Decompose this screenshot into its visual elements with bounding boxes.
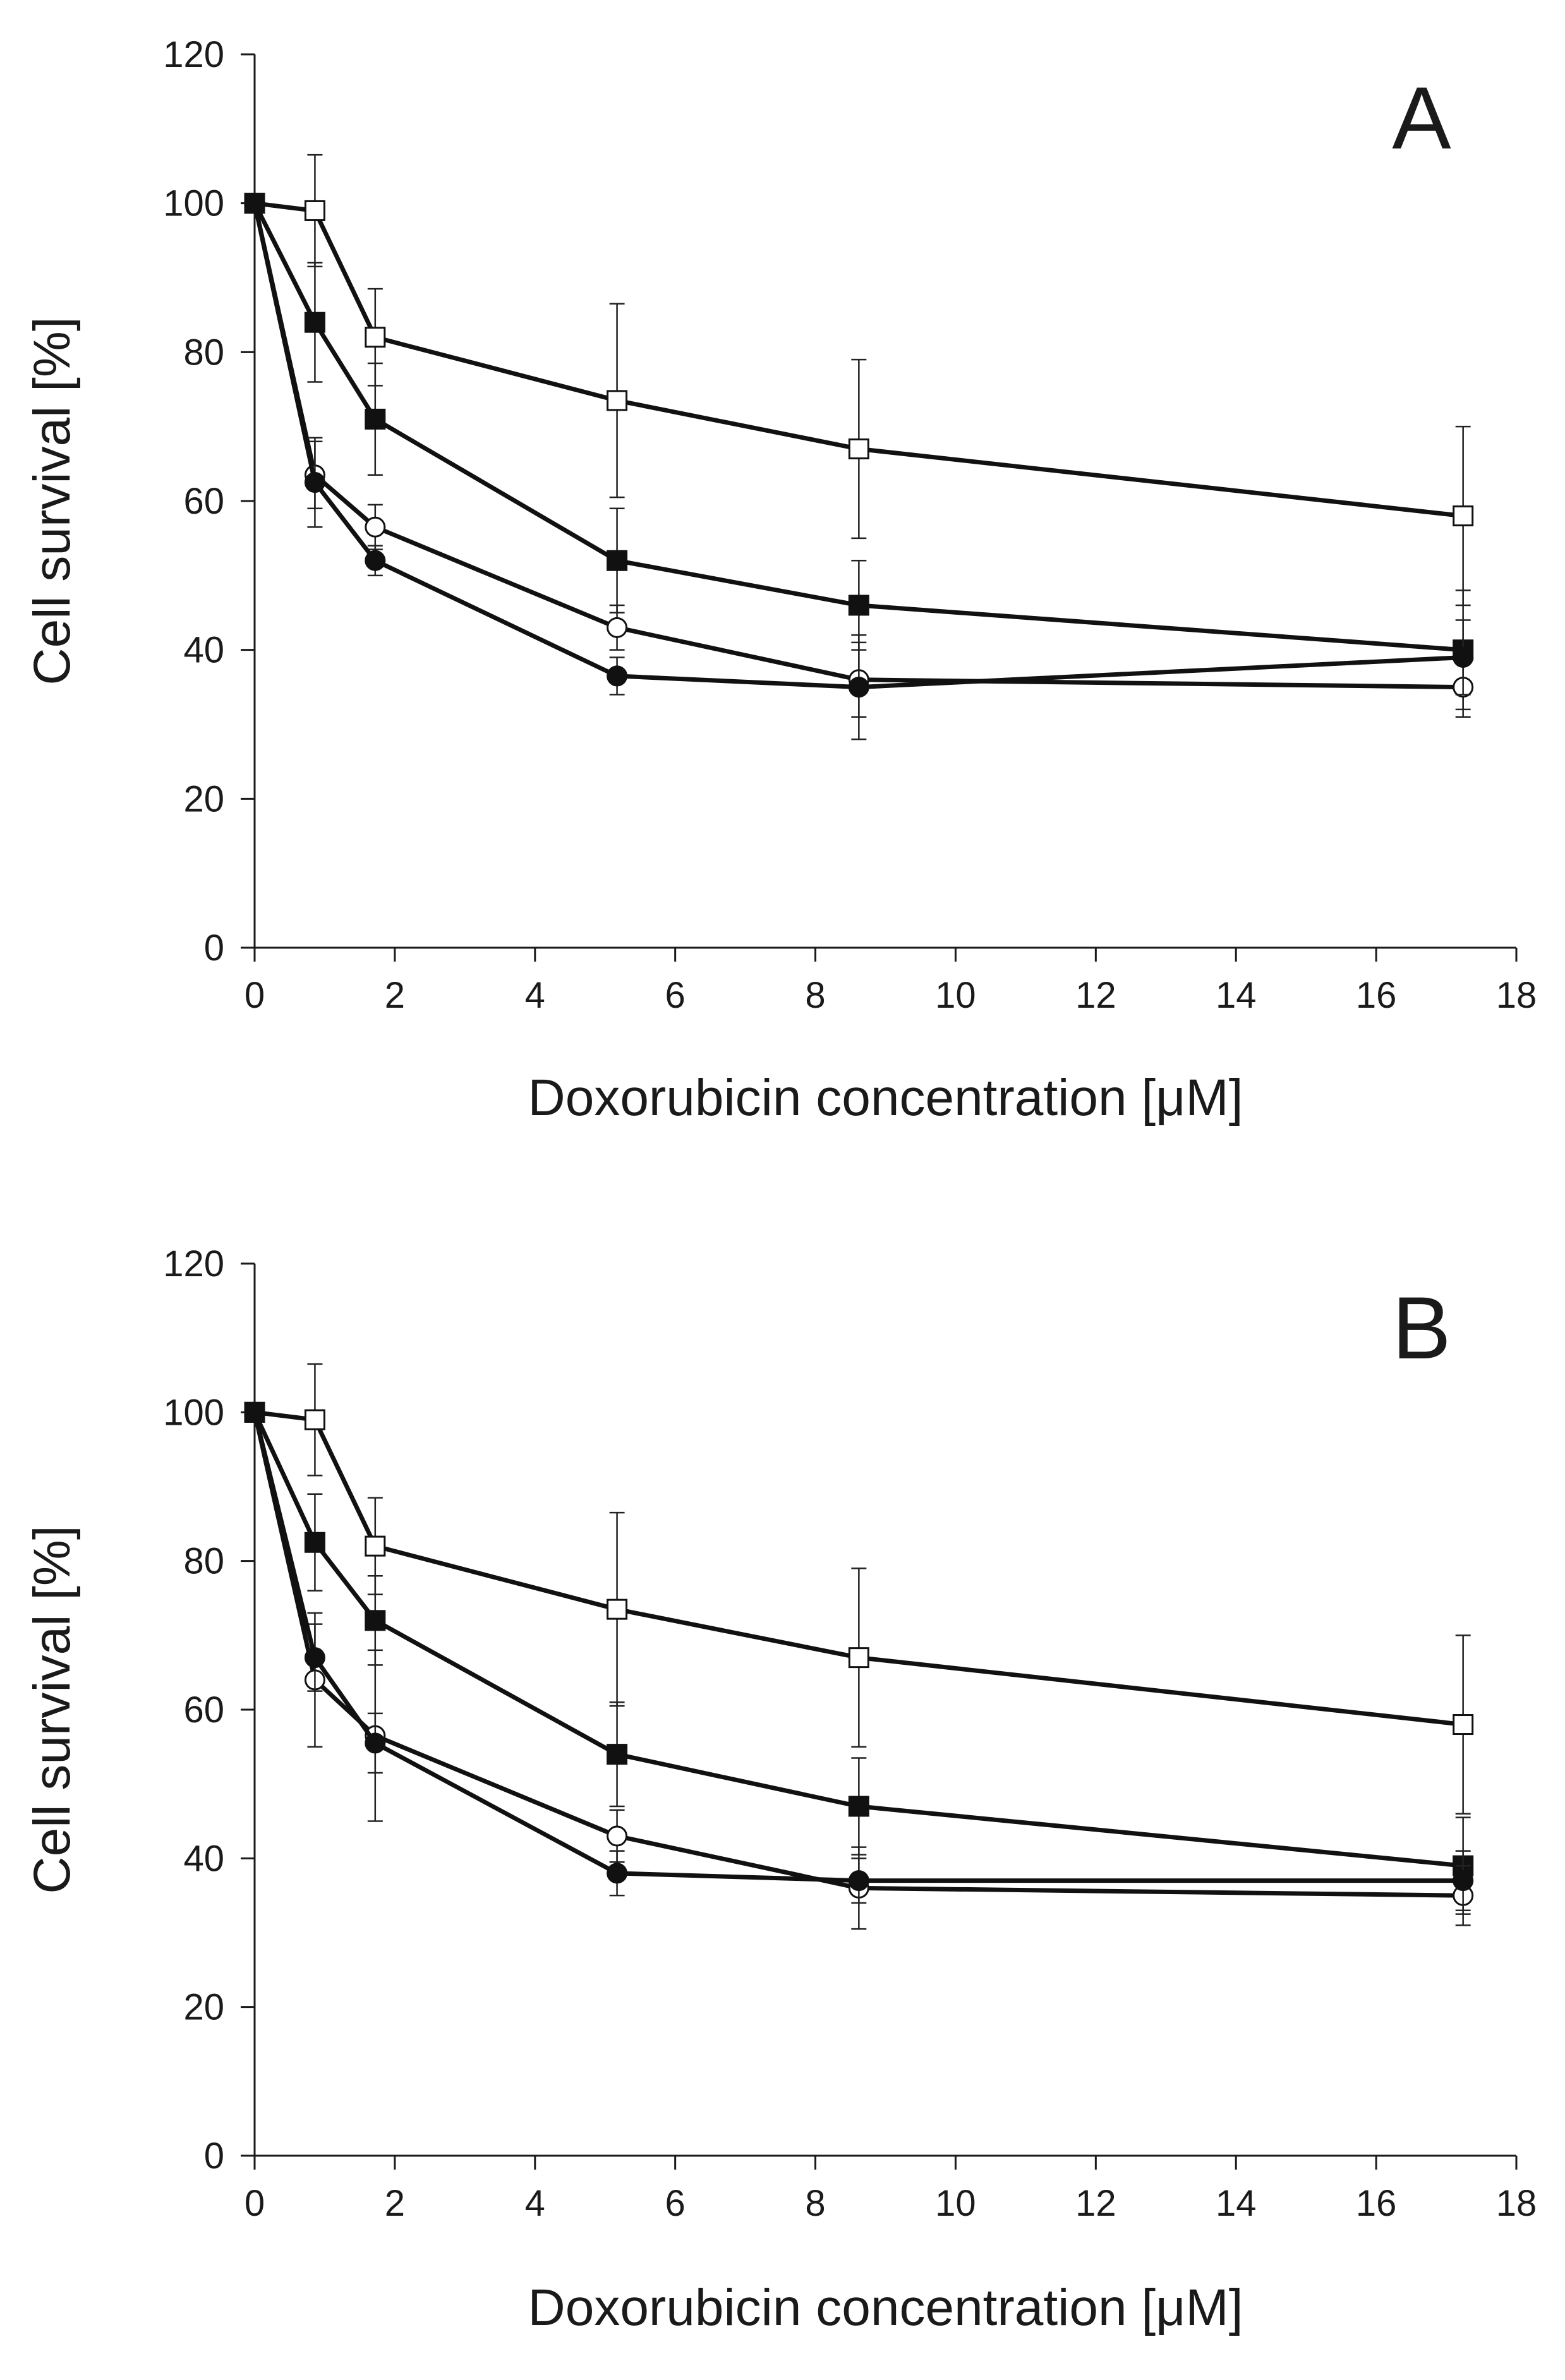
marker-filled-circle (304, 1647, 325, 1669)
marker-open-square (365, 1535, 386, 1557)
marker-filled-circle (244, 193, 265, 214)
marker-open-square (304, 200, 325, 221)
chart-panel-a: 0 20 40 60 80 100 120 0 2 4 6 8 10 12 14 16 18 Doxorubici… (23, 34, 1537, 1127)
x-tick-label: 6 (665, 2183, 686, 2224)
y-tick-label: 40 (183, 1838, 224, 1879)
marker-filled-circle (607, 1863, 628, 1884)
y-tick-label: 60 (183, 1689, 224, 1731)
y-tick-label: 120 (163, 1243, 224, 1284)
y-tick-label: 40 (183, 630, 224, 671)
x-tick-label: 12 (1075, 2183, 1116, 2224)
y-tick-label: 80 (183, 1541, 224, 1582)
marker-open-square (607, 390, 628, 411)
y-tick-label: 60 (183, 481, 224, 522)
marker-filled-circle (365, 550, 386, 571)
marker-filled-square (848, 1796, 869, 1817)
x-tick-label: 16 (1356, 975, 1397, 1016)
x-tick-label: 16 (1356, 2183, 1397, 2224)
x-axis-title: Doxorubicin concentration [μM] (528, 2279, 1243, 2336)
marker-open-square (607, 1598, 628, 1620)
x-tick-label: 2 (385, 2183, 405, 2224)
series-line-filled-square (252, 1411, 1464, 1868)
panel-label: A (1392, 68, 1451, 167)
series-line-open-circle (252, 1411, 1463, 1898)
marker-filled-square (304, 311, 325, 333)
y-tick-label: 20 (183, 1987, 224, 2028)
marker-filled-square (365, 408, 386, 430)
x-tick-label: 8 (805, 975, 825, 1016)
y-axis-title: Cell survival [%] (23, 1525, 81, 1894)
x-tick-label: 10 (935, 2183, 976, 2224)
x-tick-label: 0 (245, 975, 265, 1016)
marker-open-square (365, 327, 386, 348)
panel-label: B (1392, 1278, 1451, 1377)
x-tick-label: 18 (1496, 2183, 1537, 2224)
x-axis-title: Doxorubicin concentration [μM] (528, 1069, 1243, 1127)
x-tick-label: 0 (245, 2183, 265, 2224)
series-line-filled-square (252, 202, 1463, 653)
chart-panel-b: 0 20 40 60 80 100 120 0 2 4 6 8 10 12 14 16 18 Doxorubici… (23, 1243, 1537, 2336)
x-tick-label: 12 (1075, 975, 1116, 1016)
series-line-filled-circle (252, 202, 1463, 690)
series-open-square (244, 1363, 1474, 1815)
marker-filled-circle (244, 1401, 265, 1423)
y-tick-label: 20 (183, 778, 224, 819)
x-tick-label: 18 (1496, 975, 1537, 1016)
marker-filled-circle (607, 665, 628, 687)
y-tick-label: 120 (163, 34, 224, 75)
marker-open-circle (607, 1825, 628, 1847)
marker-filled-square (848, 595, 869, 616)
y-tick-label: 0 (204, 2135, 224, 2177)
marker-open-square (1453, 1714, 1474, 1736)
marker-filled-circle (848, 1870, 869, 1892)
x-tick-label: 2 (385, 975, 405, 1016)
x-tick-label: 4 (525, 2183, 545, 2224)
series-line-filled-circle (252, 1411, 1463, 1883)
y-tick-label: 0 (204, 927, 224, 969)
series-open-square (244, 154, 1474, 607)
marker-open-square (848, 1647, 869, 1669)
marker-filled-circle (304, 472, 325, 493)
marker-filled-circle (365, 1732, 386, 1754)
y-tick-label: 100 (163, 183, 224, 224)
marker-filled-square (304, 1531, 325, 1553)
marker-filled-circle (1453, 1870, 1474, 1892)
y-tick-label: 100 (163, 1392, 224, 1433)
marker-filled-square (365, 1610, 386, 1631)
marker-filled-square (607, 550, 628, 571)
marker-open-square (1453, 505, 1474, 527)
marker-filled-square (607, 1744, 628, 1765)
marker-open-square (848, 438, 869, 460)
series-filled-circle (244, 1401, 1474, 1911)
marker-open-circle (607, 617, 628, 638)
marker-open-circle (365, 516, 386, 538)
marker-open-square (304, 1409, 325, 1430)
x-tick-label: 6 (665, 975, 686, 1016)
y-tick-label: 80 (183, 332, 224, 373)
x-tick-label: 8 (805, 2183, 825, 2224)
x-tick-label: 14 (1216, 975, 1257, 1016)
marker-filled-circle (848, 677, 869, 698)
series-filled-circle (244, 193, 1474, 740)
x-tick-label: 14 (1216, 2183, 1257, 2224)
y-axis-title: Cell survival [%] (23, 317, 81, 685)
marker-filled-circle (1453, 646, 1474, 668)
x-tick-label: 10 (935, 975, 976, 1016)
x-tick-label: 4 (525, 975, 545, 1016)
